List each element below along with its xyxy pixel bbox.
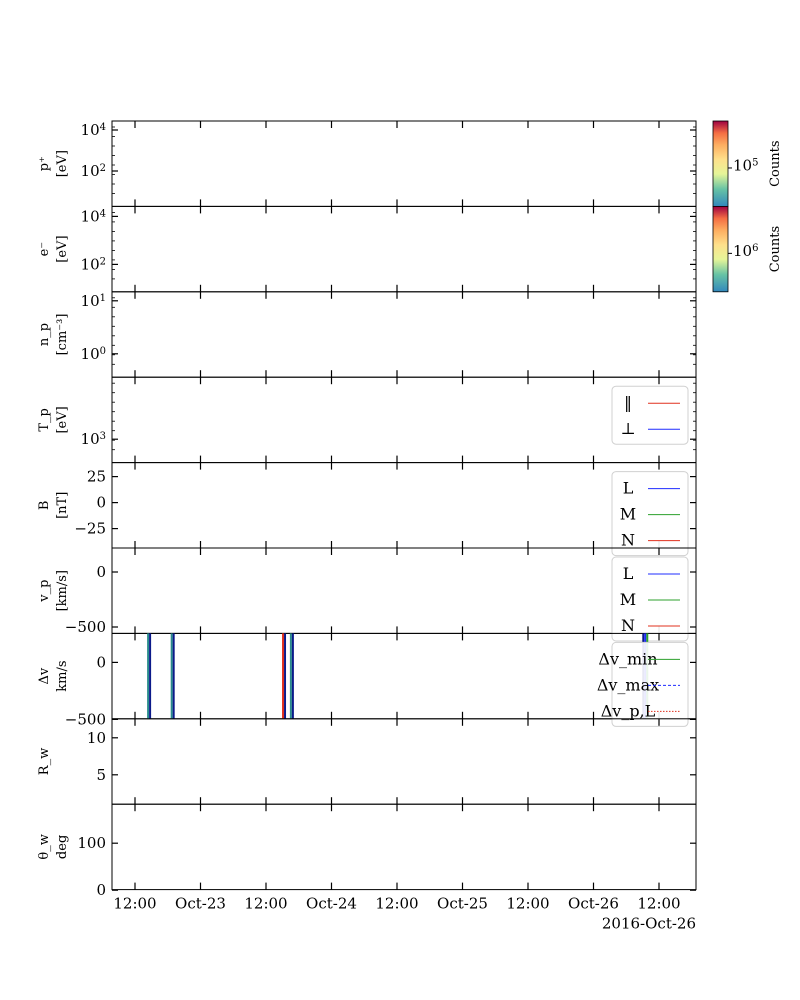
legend-label: Δv_p,L: [601, 701, 656, 720]
panel-frame: [111, 120, 697, 207]
legend-label: N: [621, 531, 635, 550]
legend-frame: [611, 471, 689, 557]
x-tick-label: 12:00: [375, 895, 418, 913]
y-tick-label: 100: [81, 345, 106, 363]
x-tick-label: Oct-23: [175, 895, 226, 913]
y-axis-unit: deg: [55, 835, 70, 859]
y-tick-label: 103: [81, 430, 106, 448]
y-tick-label: 101: [81, 292, 106, 310]
legend: LMN: [611, 556, 689, 642]
y-axis-unit: km/s: [55, 660, 70, 691]
legend-label: Δv_min: [598, 649, 657, 668]
y-tick-label: 102: [81, 255, 106, 273]
y-tick-label: 0: [96, 881, 106, 899]
legend: LMN: [611, 471, 689, 557]
panel-frame: [111, 547, 697, 634]
x-tick-label: 12:00: [113, 895, 156, 913]
legend-label: ‖: [624, 393, 632, 412]
x-tick-label: Oct-24: [306, 895, 357, 913]
colorbars: 105 Counts 106 Counts: [712, 120, 783, 293]
panel-1: 104 102 p⁺ [eV]: [37, 120, 697, 207]
panel-7: 0 −500 Δv km/s Δv_min Δv_max Δv_p,L: [37, 632, 697, 728]
colorbar-tick-label: 106: [733, 242, 758, 260]
y-tick-label: 104: [81, 121, 106, 139]
panel-frame: [111, 376, 697, 464]
y-axis-label: R_w: [37, 748, 52, 775]
panel-3: 101 100 n_p [cm⁻³]: [37, 291, 697, 378]
y-axis-unit: [nT]: [55, 492, 70, 519]
y-axis-unit: [eV]: [55, 406, 70, 433]
legend-label: M: [620, 505, 636, 524]
legend-label: Δv_max: [597, 675, 659, 694]
legend-label: ⊥: [620, 419, 635, 438]
colorbar-1: 105 Counts: [712, 120, 783, 207]
panel-6: 0 −500 v_p [km/s] LMN: [37, 547, 697, 642]
legend: ‖⊥: [611, 385, 689, 445]
panel-9: 100 0 θ_w deg: [37, 803, 697, 899]
panel-8: 10 5 R_w: [37, 718, 697, 805]
colorbar-bar: [712, 205, 729, 293]
y-axis-label: p⁺: [37, 156, 52, 171]
legend-frame: [611, 556, 689, 642]
x-tick-label: 12:00: [506, 895, 549, 913]
panel-frame: [111, 803, 697, 891]
legend-frame: [611, 641, 689, 727]
y-tick-label: 10: [87, 729, 106, 747]
x-tick-label: 12:00: [244, 895, 287, 913]
y-axis-unit: [eV]: [55, 235, 70, 262]
y-axis-unit: [eV]: [55, 150, 70, 177]
y-tick-label: −500: [65, 618, 106, 636]
colorbar-label: Counts: [768, 140, 783, 186]
panel-frame: [111, 718, 697, 805]
x-axis: 12:00 Oct-23 12:00 Oct-24 12:00 Oct-25 12:00 Oc…: [113, 895, 696, 933]
y-tick-label: 0: [96, 563, 106, 581]
legend-label: L: [623, 479, 634, 498]
x-date-label: 2016-Oct-26: [602, 915, 696, 933]
legend-label: N: [621, 616, 635, 635]
y-tick-label: −500: [65, 710, 106, 728]
panel-frame: [111, 205, 697, 293]
x-tick-label: 12:00: [637, 895, 680, 913]
y-axis-label: v_p: [37, 580, 52, 603]
x-tick-label: Oct-26: [568, 895, 619, 913]
colorbar-bar: [712, 120, 729, 207]
legend-label: M: [620, 590, 636, 609]
colorbar-label: Counts: [768, 226, 783, 272]
y-tick-label: 102: [81, 162, 106, 180]
panel-frame: [111, 291, 697, 378]
y-tick-label: 0: [96, 494, 106, 512]
y-axis-unit: [cm⁻³]: [55, 314, 70, 356]
y-tick-label: 5: [96, 766, 106, 784]
panel-5: 25 0 −25 B [nT] LMN: [37, 462, 697, 557]
panel-2: 104 102 e⁻ [eV]: [37, 205, 697, 293]
y-axis-label: n_p: [37, 323, 52, 346]
y-axis-unit: [km/s]: [55, 570, 70, 611]
y-tick-label: 100: [77, 834, 106, 852]
y-axis-label: B: [37, 501, 52, 511]
legend: Δv_min Δv_max Δv_p,L: [597, 641, 689, 727]
colorbar-2: 106 Counts: [712, 205, 783, 293]
colorbar-tick-label: 105: [733, 157, 758, 175]
x-tick-label: Oct-25: [437, 895, 488, 913]
y-tick-label: 25: [87, 468, 106, 486]
y-tick-label: −25: [74, 520, 106, 538]
y-axis-label: e⁻: [37, 242, 52, 257]
y-tick-label: 0: [96, 653, 106, 671]
y-axis-label: T_p: [37, 408, 52, 432]
panel-frame: [111, 462, 697, 549]
y-axis-label: θ_w: [37, 834, 52, 859]
y-tick-label: 104: [81, 207, 106, 225]
y-axis-label: Δv: [37, 667, 52, 684]
legend-label: L: [623, 564, 634, 583]
